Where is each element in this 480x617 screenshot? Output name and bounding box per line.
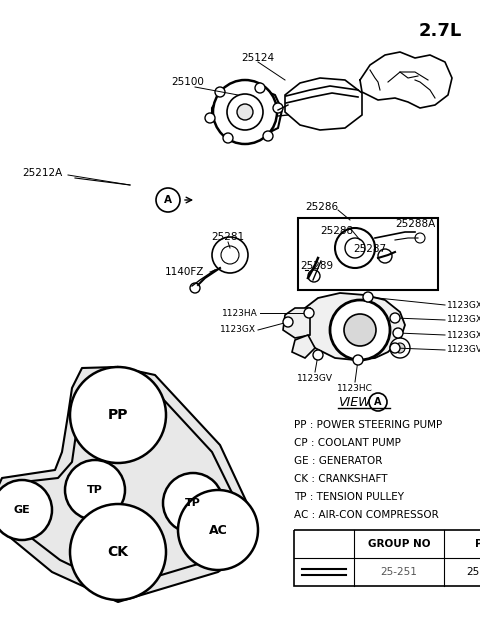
- Text: 1123GV: 1123GV: [447, 346, 480, 355]
- Text: 1123GX: 1123GX: [447, 331, 480, 339]
- Circle shape: [363, 292, 373, 302]
- Circle shape: [330, 300, 390, 360]
- Circle shape: [283, 317, 293, 327]
- Circle shape: [213, 80, 277, 144]
- Text: 1123GX: 1123GX: [220, 326, 256, 334]
- Text: TP: TP: [87, 485, 103, 495]
- Text: AC : AIR-CON COMPRESSOR: AC : AIR-CON COMPRESSOR: [294, 510, 439, 520]
- Text: 25286: 25286: [305, 202, 338, 212]
- Circle shape: [70, 504, 166, 600]
- Circle shape: [163, 473, 223, 533]
- Bar: [294, 530, 480, 586]
- Circle shape: [390, 313, 400, 323]
- Text: CP : COOLANT PUMP: CP : COOLANT PUMP: [294, 438, 401, 448]
- Text: 25288A: 25288A: [395, 219, 435, 229]
- Text: PP : POWER STEERING PUMP: PP : POWER STEERING PUMP: [294, 420, 442, 430]
- Polygon shape: [283, 308, 310, 338]
- Text: 25281: 25281: [211, 232, 245, 242]
- Polygon shape: [0, 367, 255, 602]
- Text: 25287: 25287: [353, 244, 386, 254]
- Circle shape: [70, 367, 166, 463]
- Text: AC: AC: [209, 523, 228, 537]
- Text: 1123GX: 1123GX: [447, 315, 480, 325]
- Text: GROUP NO: GROUP NO: [368, 539, 430, 549]
- Circle shape: [223, 133, 233, 143]
- Text: 2.7L: 2.7L: [419, 22, 462, 40]
- Text: GE : GENERATOR: GE : GENERATOR: [294, 456, 383, 466]
- Circle shape: [273, 103, 283, 113]
- Text: GE: GE: [13, 505, 30, 515]
- Circle shape: [190, 283, 200, 293]
- Text: TP : TENSION PULLEY: TP : TENSION PULLEY: [294, 492, 404, 502]
- Text: 25212A: 25212A: [22, 168, 62, 178]
- Circle shape: [313, 350, 323, 360]
- Text: 1123HA: 1123HA: [222, 308, 258, 318]
- Circle shape: [390, 343, 400, 353]
- Circle shape: [390, 338, 410, 358]
- Bar: [298, 218, 438, 290]
- Text: 1123HC: 1123HC: [337, 384, 373, 393]
- Text: 25212A: 25212A: [467, 567, 480, 577]
- Circle shape: [378, 249, 392, 263]
- Circle shape: [263, 131, 273, 141]
- Circle shape: [344, 314, 376, 346]
- Circle shape: [395, 343, 405, 353]
- Circle shape: [227, 94, 263, 130]
- Text: CK: CK: [108, 545, 129, 559]
- Text: VIEW: VIEW: [338, 396, 371, 409]
- Text: PNC: PNC: [475, 539, 480, 549]
- Circle shape: [304, 308, 314, 318]
- Polygon shape: [305, 293, 405, 360]
- Circle shape: [237, 104, 253, 120]
- Text: 25100: 25100: [171, 77, 204, 87]
- Circle shape: [308, 270, 320, 282]
- Circle shape: [178, 490, 258, 570]
- Text: 25-251: 25-251: [381, 567, 418, 577]
- Text: CK : CRANKSHAFT: CK : CRANKSHAFT: [294, 474, 387, 484]
- Text: 25124: 25124: [241, 53, 275, 63]
- Circle shape: [0, 480, 52, 540]
- Text: 25288: 25288: [320, 226, 353, 236]
- Circle shape: [415, 233, 425, 243]
- Text: TP: TP: [185, 498, 201, 508]
- Text: PP: PP: [108, 408, 128, 422]
- Text: A: A: [164, 195, 172, 205]
- Circle shape: [65, 460, 125, 520]
- Text: A: A: [374, 397, 382, 407]
- Circle shape: [255, 83, 265, 93]
- Polygon shape: [292, 335, 315, 358]
- Circle shape: [215, 87, 225, 97]
- Text: 1123GV: 1123GV: [297, 374, 333, 383]
- Text: 1123GX: 1123GX: [447, 300, 480, 310]
- Text: 25289: 25289: [300, 261, 333, 271]
- Circle shape: [393, 328, 403, 338]
- Circle shape: [353, 355, 363, 365]
- Text: 1140FZ: 1140FZ: [165, 267, 204, 277]
- Circle shape: [205, 113, 215, 123]
